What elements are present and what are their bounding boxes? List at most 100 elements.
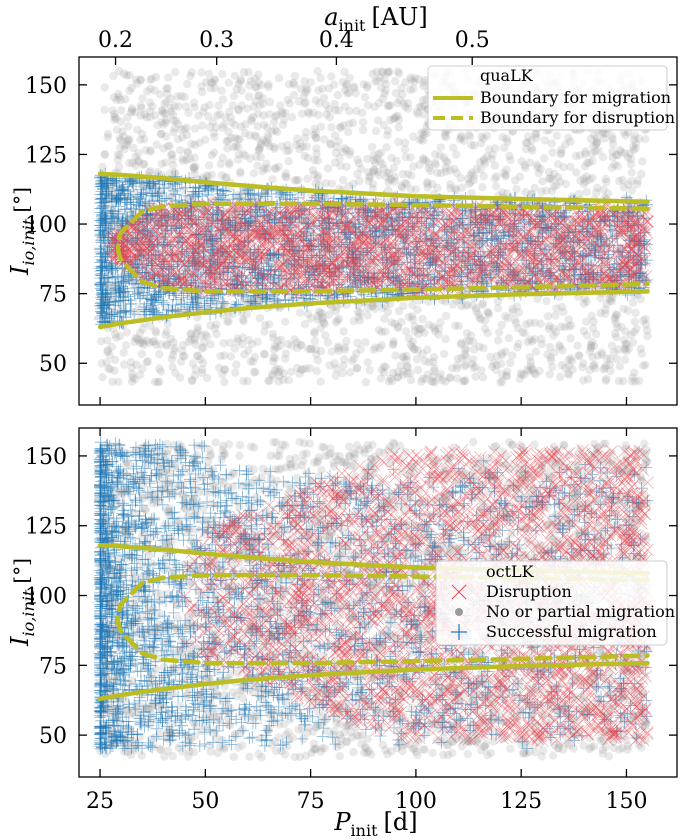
no-migration-point bbox=[419, 81, 428, 91]
no-migration-point bbox=[564, 361, 574, 371]
no-migration-point bbox=[469, 337, 478, 347]
no-migration-point bbox=[363, 303, 372, 313]
no-migration-point bbox=[641, 360, 650, 370]
no-migration-point bbox=[281, 169, 291, 178]
no-migration-point bbox=[138, 364, 147, 373]
no-migration-point bbox=[622, 339, 631, 349]
no-migration-point bbox=[545, 321, 554, 331]
no-migration-point bbox=[268, 329, 278, 339]
no-migration-point bbox=[389, 339, 398, 348]
no-migration-point bbox=[193, 351, 202, 361]
no-migration-point bbox=[183, 147, 192, 156]
no-migration-point bbox=[162, 340, 171, 349]
no-migration-point bbox=[152, 140, 161, 149]
no-migration-point bbox=[224, 78, 233, 88]
no-migration-point bbox=[491, 144, 500, 153]
no-migration-point bbox=[309, 108, 318, 118]
no-migration-point bbox=[552, 304, 561, 313]
no-migration-point bbox=[493, 304, 503, 313]
no-migration-point bbox=[178, 352, 188, 361]
no-migration-point bbox=[294, 97, 304, 106]
no-migration-point bbox=[216, 351, 225, 361]
no-migration-point bbox=[260, 327, 269, 336]
no-migration-point bbox=[641, 135, 650, 144]
no-migration-point bbox=[402, 355, 411, 365]
no-migration-point bbox=[508, 308, 517, 317]
no-migration-point bbox=[292, 344, 302, 353]
no-migration-point bbox=[182, 123, 191, 132]
no-migration-point bbox=[408, 300, 417, 310]
no-migration-point bbox=[547, 187, 557, 196]
no-migration-point bbox=[520, 161, 529, 170]
no-migration-point bbox=[456, 173, 465, 183]
no-migration-point bbox=[497, 320, 506, 330]
no-migration-point bbox=[586, 134, 596, 144]
no-migration-point bbox=[418, 374, 427, 384]
no-migration-point bbox=[190, 170, 199, 179]
no-migration-point bbox=[585, 175, 594, 184]
no-migration-point bbox=[321, 331, 330, 340]
no-migration-point bbox=[583, 375, 593, 384]
no-migration-point bbox=[132, 79, 142, 88]
no-migration-point bbox=[311, 350, 321, 359]
no-migration-point bbox=[369, 165, 379, 175]
no-migration-point bbox=[189, 163, 198, 172]
no-migration-point bbox=[460, 362, 469, 371]
no-migration-point bbox=[435, 151, 445, 160]
no-migration-point bbox=[102, 358, 111, 367]
no-migration-point bbox=[189, 98, 199, 107]
no-migration-point bbox=[164, 73, 173, 82]
no-migration-point bbox=[621, 340, 630, 349]
no-migration-point bbox=[314, 110, 323, 120]
no-migration-point bbox=[393, 111, 403, 121]
no-migration-point bbox=[567, 321, 576, 330]
no-migration-point bbox=[585, 347, 595, 356]
no-migration-point bbox=[186, 154, 195, 163]
no-migration-point bbox=[161, 118, 170, 127]
no-migration-point bbox=[333, 316, 342, 325]
no-migration-point bbox=[470, 345, 479, 354]
no-migration-point bbox=[246, 357, 255, 366]
no-migration-point bbox=[148, 102, 157, 111]
no-migration-point bbox=[244, 68, 253, 77]
no-migration-point bbox=[168, 110, 178, 120]
no-migration-point bbox=[122, 328, 131, 337]
no-migration-point bbox=[503, 137, 512, 147]
no-migration-point bbox=[205, 122, 215, 132]
no-migration-point bbox=[409, 162, 418, 171]
no-migration-point bbox=[331, 318, 341, 327]
no-migration-point bbox=[457, 133, 466, 143]
no-migration-point bbox=[151, 111, 160, 120]
no-migration-point bbox=[182, 155, 191, 165]
no-migration-point bbox=[452, 364, 462, 373]
no-migration-point bbox=[281, 317, 290, 326]
no-migration-point bbox=[497, 348, 507, 358]
no-migration-point bbox=[306, 344, 315, 353]
no-migration-point bbox=[572, 168, 581, 177]
no-migration-point bbox=[440, 349, 449, 359]
no-migration-point bbox=[393, 322, 403, 331]
no-migration-point bbox=[322, 109, 331, 119]
no-migration-point bbox=[488, 150, 497, 159]
no-migration-point bbox=[497, 351, 506, 360]
no-migration-point bbox=[301, 364, 311, 373]
no-migration-point bbox=[638, 157, 647, 166]
no-migration-point bbox=[508, 351, 517, 360]
no-migration-point bbox=[501, 312, 510, 321]
no-migration-point bbox=[555, 177, 565, 186]
no-migration-point bbox=[300, 133, 310, 142]
no-migration-point bbox=[419, 78, 429, 87]
no-migration-point bbox=[596, 293, 605, 303]
no-migration-point bbox=[139, 160, 148, 169]
no-migration-point bbox=[621, 131, 630, 140]
no-migration-point bbox=[382, 168, 392, 177]
no-migration-point bbox=[191, 340, 200, 349]
no-migration-point bbox=[630, 368, 639, 377]
no-migration-point bbox=[138, 129, 147, 139]
no-migration-point bbox=[241, 151, 250, 160]
no-migration-point bbox=[265, 110, 274, 119]
no-migration-point bbox=[365, 173, 374, 182]
no-migration-point bbox=[242, 104, 252, 113]
no-migration-point bbox=[180, 352, 189, 361]
no-migration-point bbox=[377, 327, 386, 336]
